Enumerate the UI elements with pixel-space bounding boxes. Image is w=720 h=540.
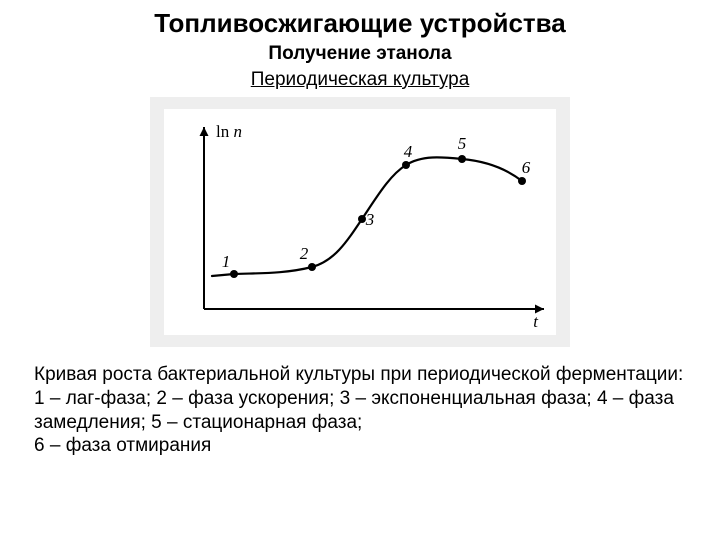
section-heading: Периодическая культура <box>28 69 692 91</box>
page-subtitle: Получение этанола <box>28 43 692 65</box>
caption-line-2: 1 – лаг-фаза; 2 – фаза ускорения; 3 – эк… <box>34 388 674 433</box>
svg-text:3: 3 <box>365 210 375 229</box>
page-title: Топливосжигающие устройства <box>28 8 692 39</box>
svg-text:1: 1 <box>222 252 231 271</box>
growth-curve-chart: ln n t 1 2 3 4 5 6 <box>164 109 556 335</box>
chart-caption: Кривая роста бактериальной культуры при … <box>28 363 692 458</box>
svg-text:4: 4 <box>404 142 413 161</box>
caption-line-3: 6 – фаза отмирания <box>34 435 211 456</box>
chart-outer-box: ln n t 1 2 3 4 5 6 <box>150 97 570 347</box>
caption-line-1: Кривая роста бактериальной культуры при … <box>34 364 683 385</box>
svg-text:6: 6 <box>522 158 531 177</box>
chart-container: ln n t 1 2 3 4 5 6 <box>28 97 692 347</box>
svg-text:ln n: ln n <box>216 122 242 141</box>
chart-inner-box: ln n t 1 2 3 4 5 6 <box>164 109 556 335</box>
svg-text:2: 2 <box>300 244 309 263</box>
svg-text:5: 5 <box>458 134 467 153</box>
svg-text:t: t <box>533 312 539 331</box>
